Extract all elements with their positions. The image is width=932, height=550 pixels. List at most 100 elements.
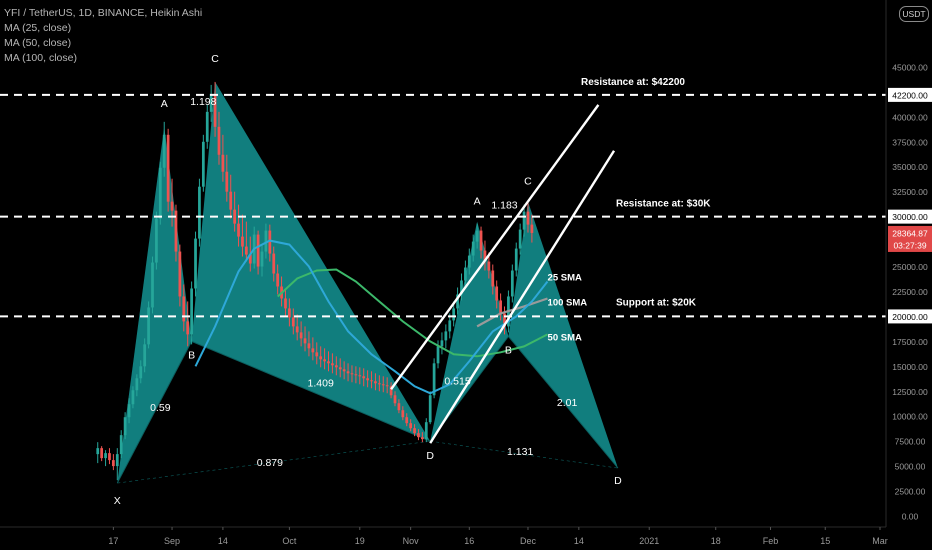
time-tick-label: 16 <box>464 536 474 546</box>
ma50-legend[interactable]: MA (50, close) <box>4 37 72 49</box>
candle-body <box>127 404 131 418</box>
candle <box>381 376 385 393</box>
candle-body <box>115 454 119 467</box>
candle-body <box>510 270 514 297</box>
candle <box>491 264 495 295</box>
ma25-legend[interactable]: MA (25, close) <box>4 22 72 34</box>
candle <box>319 346 323 368</box>
candle <box>209 84 213 122</box>
price-tick-label: 2500.00 <box>895 487 926 497</box>
candle-body <box>393 395 397 404</box>
candle <box>198 178 201 247</box>
candle <box>530 214 534 243</box>
candle-body <box>323 359 326 362</box>
ratio-label: 1.409 <box>308 377 334 389</box>
ma25-line <box>194 239 549 395</box>
candle-body <box>205 111 209 142</box>
candle-body <box>417 433 420 438</box>
candle <box>291 308 295 335</box>
candle <box>268 224 272 262</box>
candle-body <box>432 363 436 396</box>
price-tick-label: 32500.00 <box>892 187 928 197</box>
candle-body <box>362 376 366 379</box>
candle <box>225 154 229 202</box>
time-axis[interactable]: 17 Sep 14 Oct 19 Nov 16 Dec 14 2021 18 Feb 15 Mar <box>0 526 932 550</box>
horizontal-levels: Resistance at: $42200 Resistance at: $30K… <box>0 77 886 318</box>
candle <box>104 450 107 467</box>
pattern-point-label: A <box>161 98 168 110</box>
candle-body <box>311 348 315 353</box>
ratio-label: 0.515 <box>444 375 470 387</box>
candle <box>229 174 233 219</box>
ratio-label: 1.131 <box>507 446 533 458</box>
candle-body <box>112 460 115 467</box>
price-tick-label: 22500.00 <box>892 287 928 297</box>
candle-body <box>499 300 502 314</box>
ma100-legend[interactable]: MA (100, close) <box>4 52 77 64</box>
candle-body <box>213 93 217 127</box>
chart-legend: YFI / TetherUS, 1D, BINANCE, Heikin Ashi… <box>4 6 202 66</box>
moving-averages <box>194 239 549 395</box>
candle <box>370 371 373 389</box>
time-tick-label: 14 <box>574 536 584 546</box>
candle <box>327 351 330 372</box>
candle <box>362 368 366 387</box>
candle-body <box>268 230 272 254</box>
candle <box>115 448 119 481</box>
candle <box>514 242 518 277</box>
candle <box>276 264 280 295</box>
candle-body <box>518 229 522 249</box>
candle <box>299 321 303 347</box>
candle-body <box>201 141 205 187</box>
time-tick-label: 14 <box>218 536 228 546</box>
candle <box>244 221 248 262</box>
candle <box>170 178 174 227</box>
candle-body <box>178 251 182 297</box>
channel-lines <box>390 104 616 444</box>
candle-body <box>354 374 358 376</box>
candle <box>131 386 135 409</box>
candle <box>194 231 197 297</box>
candle-body <box>389 386 393 396</box>
candle-body <box>405 417 409 424</box>
candle <box>428 391 432 425</box>
pattern-point-label: D <box>426 450 434 462</box>
ma-label: 100 SMA <box>548 297 588 308</box>
candle <box>393 391 397 407</box>
candle <box>389 382 393 399</box>
candle-body <box>108 453 111 461</box>
candle <box>444 324 448 349</box>
candle-body <box>522 211 526 230</box>
candle <box>421 432 424 443</box>
candle-body <box>276 273 280 287</box>
channel-line-1 <box>429 150 616 444</box>
ma50-line <box>277 268 548 358</box>
currency-badge[interactable]: USDT <box>899 6 929 22</box>
candle <box>139 360 143 384</box>
candle-body <box>374 381 377 384</box>
candle <box>483 240 487 271</box>
candle <box>147 301 150 349</box>
candle-body <box>162 134 166 168</box>
candle <box>405 413 409 427</box>
candle <box>460 273 463 301</box>
symbol-title[interactable]: YFI / TetherUS, 1D, BINANCE, Heikin Ashi <box>4 7 203 19</box>
candle <box>452 301 456 327</box>
candle <box>205 104 209 149</box>
pattern-0-xb-line <box>116 341 193 484</box>
channel-line-0 <box>390 104 600 390</box>
price-axis[interactable]: 0.00 2500.00 5000.00 7500.00 10000.00 12500.0… <box>885 0 932 550</box>
candle <box>385 377 389 394</box>
candle <box>366 370 369 388</box>
candle-body <box>284 298 287 309</box>
candle-body <box>413 428 416 434</box>
candle <box>143 338 147 373</box>
time-tick-label: Sep <box>164 536 180 546</box>
candle-body <box>198 186 201 239</box>
pattern-1-bd-line <box>508 336 619 469</box>
candle-body <box>428 395 432 423</box>
candle <box>518 223 522 255</box>
candle-body <box>366 378 369 381</box>
time-tick-label: 17 <box>108 536 118 546</box>
